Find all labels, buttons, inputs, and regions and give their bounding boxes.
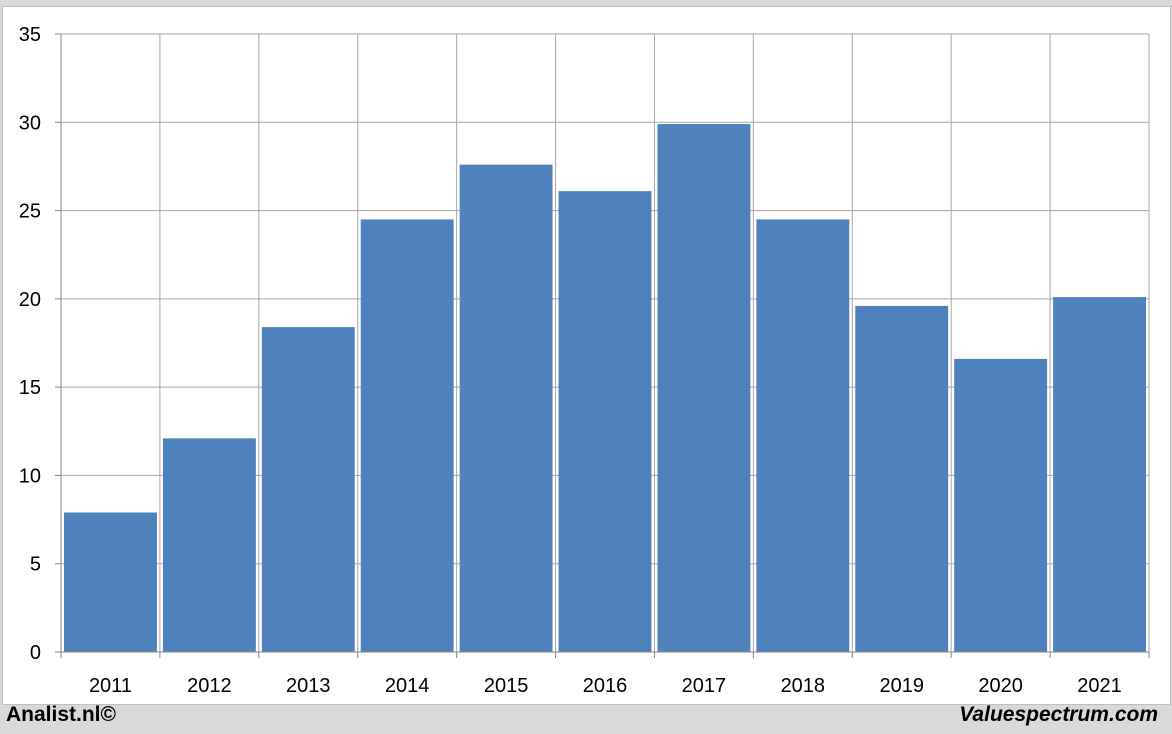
x-tick-label: 2014 (385, 675, 430, 697)
bar-2011 (64, 513, 157, 652)
x-tick-label: 2016 (583, 675, 628, 697)
y-tick-label: 35 (19, 24, 41, 46)
y-tick-label: 10 (19, 465, 41, 487)
x-tick-label: 2017 (682, 675, 727, 697)
y-axis-tick-labels: 0 5 10 15 20 25 30 35 (19, 24, 41, 664)
bars (64, 124, 1146, 652)
bar-2020 (954, 359, 1047, 652)
bar-2018 (756, 219, 849, 652)
x-tick-label: 2021 (1077, 675, 1122, 697)
bar-2014 (361, 219, 454, 652)
y-tick-label: 25 (19, 201, 41, 223)
footer-website-label: Valuespectrum.com (959, 703, 1158, 727)
y-tick-label: 0 (30, 642, 41, 664)
x-tick-label: 2013 (286, 675, 331, 697)
y-tick-label: 15 (19, 377, 41, 399)
x-axis-tick-labels: 2011 2012 2013 2014 2015 2016 2017 2018 2019 2020… (89, 675, 1122, 697)
x-tick-label: 2011 (89, 675, 132, 697)
y-tick-label: 5 (30, 554, 41, 576)
x-tick-label: 2015 (484, 675, 529, 697)
bar-2015 (460, 165, 553, 652)
bar-2013 (262, 327, 355, 652)
x-tick-label: 2019 (879, 675, 924, 697)
x-tick-label: 2012 (187, 675, 232, 697)
bar-2017 (657, 124, 750, 652)
y-tick-label: 20 (19, 289, 41, 311)
footer-source-label: Analist.nl© (6, 703, 116, 727)
x-tick-label: 2018 (781, 675, 826, 697)
bar-2019 (855, 306, 948, 652)
bar-2016 (559, 191, 652, 652)
x-tick-label: 2020 (978, 675, 1023, 697)
bar-2021 (1053, 297, 1146, 652)
y-tick-label: 30 (19, 112, 41, 134)
bar-2012 (163, 438, 256, 652)
